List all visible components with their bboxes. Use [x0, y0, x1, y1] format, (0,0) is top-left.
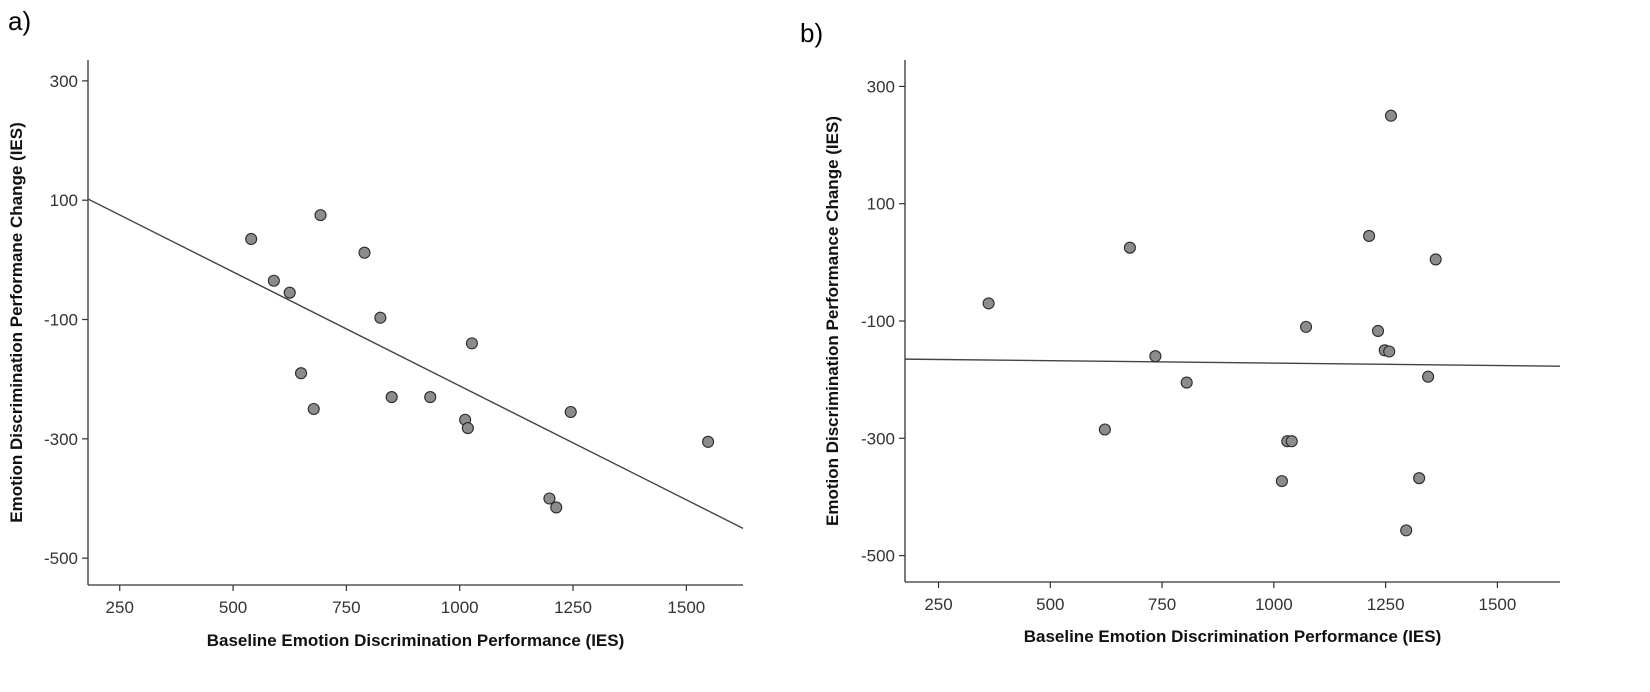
y-tick-label: 300: [50, 72, 78, 91]
y-tick-label: -100: [861, 312, 895, 331]
x-tick-label: 250: [106, 598, 134, 617]
data-point: [1371, 324, 1385, 338]
data-point: [358, 246, 371, 259]
y-tick-label: -100: [44, 311, 78, 330]
data-point: [1383, 345, 1396, 358]
y-tick-label: -500: [861, 547, 895, 566]
y-axis-title: Emotion Discrimination Performance Chang…: [823, 116, 842, 526]
fit-line: [904, 358, 1561, 367]
data-point: [245, 232, 258, 246]
x-tick-label: 500: [1036, 595, 1064, 614]
x-tick-label: 1500: [667, 598, 705, 617]
data-point: [1098, 423, 1111, 436]
x-axis-title: Baseline Emotion Discrimination Performa…: [207, 631, 625, 650]
data-point: [1422, 370, 1435, 383]
y-tick-label: -300: [44, 430, 78, 449]
x-tick-label: 500: [219, 598, 247, 617]
data-point: [1180, 376, 1193, 389]
y-tick-label: -300: [861, 429, 895, 448]
panel-label-a: a): [8, 6, 32, 36]
data-point: [1363, 229, 1376, 243]
data-point: [1400, 524, 1413, 537]
y-tick-label: -500: [44, 549, 78, 568]
x-axis-title: Baseline Emotion Discrimination Performa…: [1024, 627, 1442, 646]
x-tick-label: 1500: [1478, 595, 1516, 614]
data-point: [1429, 253, 1442, 266]
x-tick-label: 1000: [1255, 595, 1293, 614]
data-point: [982, 297, 995, 310]
data-point: [465, 337, 478, 350]
panel-label-b: b): [800, 18, 824, 48]
data-point: [1285, 435, 1298, 448]
data-point: [424, 391, 437, 404]
x-tick-label: 750: [332, 598, 360, 617]
y-tick-label: 300: [867, 77, 895, 96]
data-point: [1299, 320, 1313, 333]
data-point: [1384, 109, 1398, 122]
data-point: [564, 405, 577, 419]
data-point: [374, 311, 387, 324]
y-tick-label: 100: [867, 195, 895, 214]
data-point: [294, 367, 308, 380]
y-axis-title: Emotion Discrimination Performane Change…: [7, 122, 26, 523]
data-point: [314, 209, 327, 222]
fit-line: [87, 198, 744, 529]
x-tick-label: 1250: [1367, 595, 1405, 614]
chart-panel-0: 250 500 750 1000 1250 1500 300 100 -100 -300 -500 B…: [7, 60, 744, 650]
data-point: [283, 286, 296, 299]
x-tick-label: 750: [1148, 595, 1176, 614]
y-tick-label: 100: [50, 191, 78, 210]
data-point: [1413, 472, 1426, 485]
data-point: [461, 422, 474, 435]
x-tick-label: 1250: [554, 598, 592, 617]
x-tick-label: 1000: [441, 598, 479, 617]
chart-panel-1: 250 500 750 1000 1250 1500 300 100 -100 -300 -500 B…: [823, 60, 1561, 646]
x-tick-label: 250: [924, 595, 952, 614]
data-point: [385, 391, 398, 404]
data-point: [543, 492, 556, 505]
data-point: [267, 274, 280, 287]
data-point: [702, 435, 715, 448]
data-point: [1149, 350, 1162, 363]
data-point: [550, 501, 563, 514]
data-point: [1123, 241, 1136, 254]
data-point: [1275, 475, 1288, 488]
data-point: [307, 402, 320, 416]
